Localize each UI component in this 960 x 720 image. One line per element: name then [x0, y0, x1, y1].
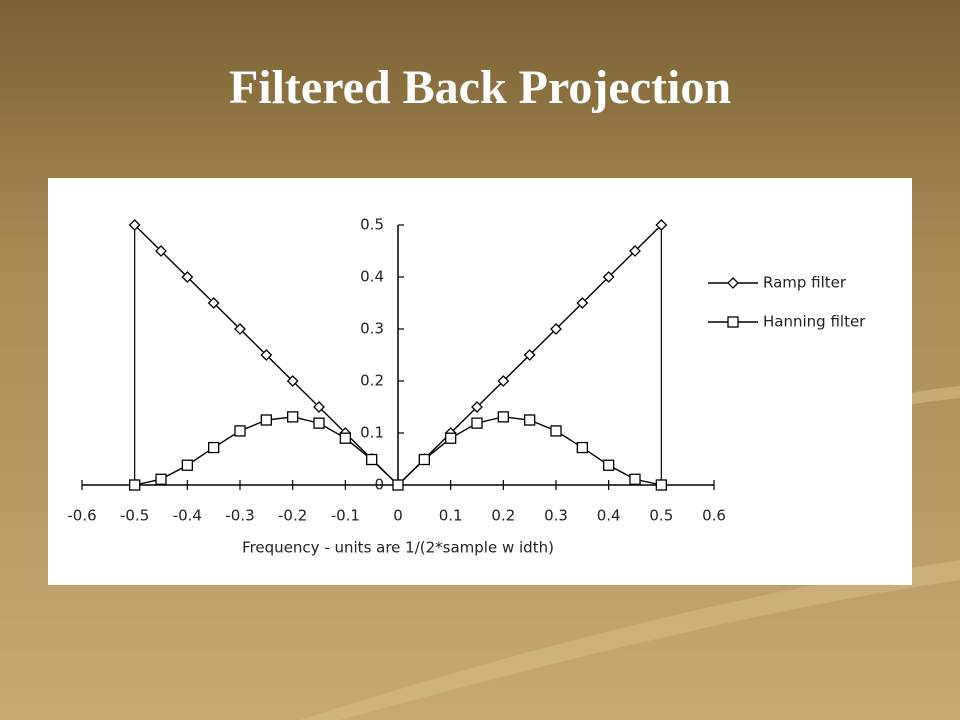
x-tick-label: -0.5 — [120, 507, 149, 525]
chart-panel — [48, 178, 912, 585]
data-point — [471, 401, 483, 413]
data-point — [129, 479, 141, 491]
y-tick-label: 0 — [374, 476, 384, 494]
data-point — [629, 473, 641, 485]
data-point — [629, 245, 641, 257]
data-point — [181, 271, 194, 283]
data-point — [603, 459, 615, 471]
data-point — [181, 459, 193, 471]
data-point — [550, 425, 562, 437]
data-point — [550, 323, 562, 335]
y-tick-label: 0.4 — [360, 268, 384, 286]
data-point — [471, 417, 483, 429]
decor-swoosh — [300, 560, 960, 720]
data-point — [286, 375, 299, 387]
data-point — [655, 219, 668, 231]
legend-marker — [727, 277, 739, 289]
data-point — [602, 271, 615, 283]
data-point — [260, 349, 273, 361]
data-point — [392, 479, 404, 491]
data-point — [655, 479, 667, 491]
x-tick-label: 0.1 — [439, 507, 463, 525]
data-point — [497, 375, 510, 387]
x-tick-label: 0 — [393, 507, 403, 525]
data-point — [155, 245, 167, 257]
y-tick-label: 0.3 — [360, 320, 384, 338]
x-tick-label: -0.1 — [331, 507, 360, 525]
data-point — [523, 349, 536, 361]
data-point — [497, 411, 509, 423]
legend-entry: Hanning filter — [763, 313, 866, 331]
data-point — [207, 297, 220, 309]
data-point — [366, 453, 378, 466]
y-tick-label: 0.2 — [360, 372, 384, 390]
x-tick-label: 0.5 — [649, 507, 673, 525]
x-tick-label: -0.2 — [278, 507, 307, 525]
x-tick-label: -0.6 — [67, 507, 96, 525]
slide-title: Filtered Back Projection — [229, 61, 731, 114]
data-point — [208, 441, 220, 454]
data-point — [234, 323, 246, 335]
x-axis-label: Frequency - units are 1/(2*sample w idth… — [242, 539, 554, 557]
data-point — [524, 414, 536, 426]
data-point — [445, 432, 457, 444]
data-point — [313, 417, 325, 429]
legend-entry: Ramp filter — [763, 274, 847, 292]
data-point — [418, 453, 430, 466]
x-tick-label: 0.4 — [597, 507, 621, 525]
x-tick-label: 0.6 — [702, 507, 726, 525]
x-tick-label: 0.3 — [544, 507, 568, 525]
data-point — [234, 425, 246, 437]
data-point — [576, 297, 589, 309]
data-point — [155, 473, 167, 485]
data-point — [339, 432, 351, 444]
data-point — [128, 219, 141, 231]
data-point — [260, 414, 272, 426]
legend-marker — [727, 316, 739, 328]
x-tick-label: 0.2 — [491, 507, 515, 525]
x-tick-label: -0.3 — [225, 507, 254, 525]
y-tick-label: 0.5 — [360, 216, 384, 234]
data-point — [576, 441, 588, 454]
y-tick-label: 0.1 — [360, 424, 384, 442]
data-point — [287, 411, 299, 423]
x-tick-label: -0.4 — [173, 507, 202, 525]
data-point — [313, 401, 325, 413]
plot: -0.6 -0.5 -0.4 -0.3 -0.2 -0.1 0 0.1 0.2 0.3 0.4 0.5… — [67, 216, 866, 525]
